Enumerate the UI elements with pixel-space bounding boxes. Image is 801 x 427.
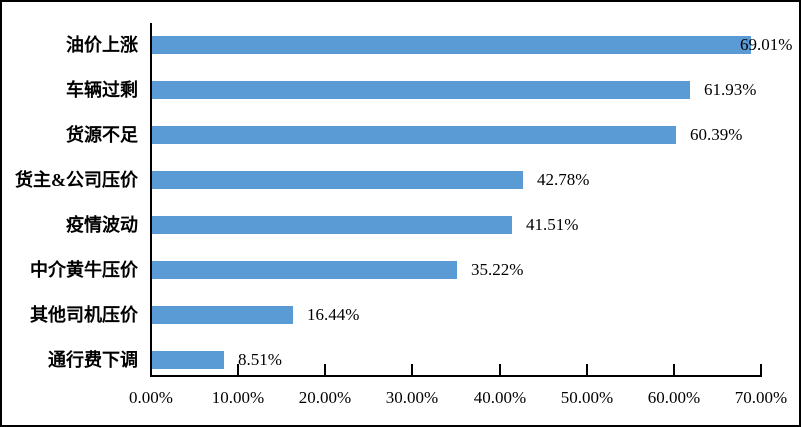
bar [152,306,293,324]
value-label: 35.22% [471,260,524,279]
bar [152,36,751,54]
y-axis-line [150,23,152,377]
bar [152,216,512,234]
x-axis-tick-label: 60.00% [647,388,701,407]
x-axis-tick-label: 20.00% [298,388,352,407]
x-axis-tick [150,364,152,377]
category-label: 其他司机压价 [30,305,138,325]
x-axis-tick-label: 50.00% [560,388,614,407]
value-label: 69.01% [740,35,793,54]
x-axis-tick-label: 70.00% [734,388,788,407]
bar [152,261,457,279]
bar [152,81,690,99]
category-label: 中介黄牛压价 [30,260,138,280]
value-label: 8.51% [238,350,282,369]
value-label: 41.51% [526,215,579,234]
x-axis-tick-label: 40.00% [473,388,527,407]
category-label: 油价上涨 [66,35,138,55]
bar [152,351,224,369]
bar [152,126,676,144]
x-axis-tick [324,364,326,377]
x-axis-tick [586,364,588,377]
x-axis-tick [411,364,413,377]
x-axis-tick [499,364,501,377]
category-label: 车辆过剩 [66,80,138,100]
category-label: 疫情波动 [66,215,138,235]
category-label: 货主&公司压价 [15,170,138,190]
x-axis-tick [760,364,762,377]
x-axis-tick-label: 30.00% [385,388,439,407]
category-label: 通行费下调 [48,350,138,370]
x-axis-tick-label: 0.00% [129,388,173,407]
value-label: 60.39% [690,125,743,144]
category-label: 货源不足 [66,125,138,145]
x-axis-tick [237,364,239,377]
bar [152,171,523,189]
x-axis-tick-label: 10.00% [211,388,265,407]
value-label: 61.93% [704,80,757,99]
x-axis-line [150,375,762,377]
value-label: 42.78% [537,170,590,189]
x-axis-tick [673,364,675,377]
value-label: 16.44% [307,305,360,324]
